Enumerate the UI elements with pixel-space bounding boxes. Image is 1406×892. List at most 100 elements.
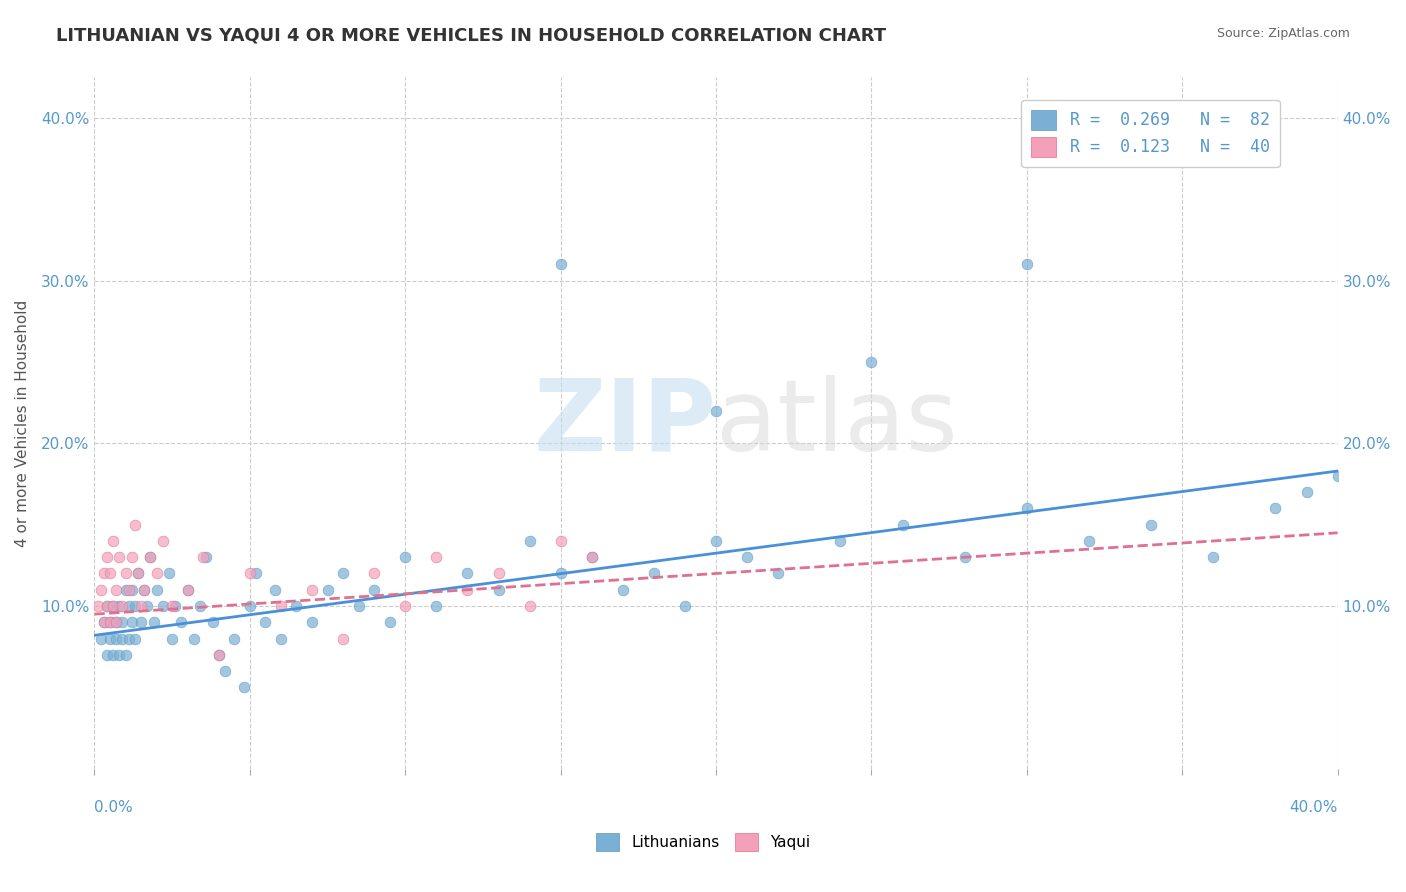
Point [550, 257, 572, 271]
Point [98, 632, 121, 646]
Point [239, 599, 262, 613]
Point [160, 632, 183, 646]
Point [86, 599, 108, 613]
Point [488, 566, 510, 581]
Point [177, 582, 200, 597]
Point [201, 615, 224, 630]
Point [105, 582, 128, 597]
Point [139, 550, 162, 565]
Point [239, 566, 262, 581]
Point [127, 566, 149, 581]
Point [108, 599, 131, 613]
Point [152, 533, 174, 548]
Point [488, 582, 510, 597]
Point [145, 582, 167, 597]
Point [425, 599, 447, 613]
Point [1078, 533, 1101, 548]
Point [1264, 501, 1286, 516]
Point [105, 615, 128, 630]
Point [830, 533, 852, 548]
Point [93, 615, 115, 630]
Point [581, 550, 603, 565]
Point [188, 599, 211, 613]
Point [139, 550, 162, 565]
Point [378, 615, 401, 630]
Point [96, 599, 118, 613]
Text: ZIP: ZIP [533, 375, 716, 472]
Point [105, 632, 128, 646]
Point [519, 599, 541, 613]
Point [118, 599, 141, 613]
Point [165, 599, 187, 613]
Point [643, 566, 665, 581]
Point [1015, 257, 1038, 271]
Point [90, 632, 112, 646]
Point [673, 599, 696, 613]
Point [183, 632, 205, 646]
Point [121, 582, 143, 597]
Point [456, 566, 478, 581]
Point [96, 599, 118, 613]
Point [121, 615, 143, 630]
Point [136, 599, 159, 613]
Point [118, 582, 141, 597]
Point [891, 517, 914, 532]
Text: atlas: atlas [716, 375, 957, 472]
Point [118, 632, 141, 646]
Point [301, 615, 323, 630]
Point [108, 550, 131, 565]
Point [332, 632, 354, 646]
Point [245, 566, 267, 581]
Point [90, 582, 112, 597]
Point [111, 599, 134, 613]
Point [263, 582, 285, 597]
Point [114, 566, 136, 581]
Text: 0.0%: 0.0% [94, 800, 134, 814]
Point [254, 615, 277, 630]
Point [363, 582, 385, 597]
Point [208, 648, 231, 662]
Point [142, 615, 165, 630]
Point [93, 615, 115, 630]
Point [270, 599, 292, 613]
Point [124, 599, 146, 613]
Point [425, 550, 447, 565]
Point [98, 615, 121, 630]
Point [129, 599, 152, 613]
Point [766, 566, 789, 581]
Point [363, 566, 385, 581]
Point [134, 582, 156, 597]
Point [111, 632, 134, 646]
Point [177, 582, 200, 597]
Point [301, 582, 323, 597]
Legend: Lithuanians, Yaqui: Lithuanians, Yaqui [591, 827, 815, 857]
Point [105, 615, 128, 630]
Point [127, 566, 149, 581]
Text: Source: ZipAtlas.com: Source: ZipAtlas.com [1216, 27, 1350, 40]
Point [157, 566, 180, 581]
Point [704, 533, 727, 548]
Point [1140, 517, 1163, 532]
Point [224, 632, 246, 646]
Point [394, 550, 416, 565]
Point [332, 566, 354, 581]
Text: LITHUANIAN VS YAQUI 4 OR MORE VEHICLES IN HOUSEHOLD CORRELATION CHART: LITHUANIAN VS YAQUI 4 OR MORE VEHICLES I… [56, 27, 886, 45]
Point [101, 533, 124, 548]
Legend: R =  0.269   N =  82, R =  0.123   N =  40: R = 0.269 N = 82, R = 0.123 N = 40 [1021, 100, 1279, 167]
Point [114, 648, 136, 662]
Point [394, 599, 416, 613]
Point [953, 550, 976, 565]
Point [124, 632, 146, 646]
Point [121, 550, 143, 565]
Point [550, 533, 572, 548]
Point [108, 648, 131, 662]
Point [114, 582, 136, 597]
Point [214, 664, 236, 678]
Point [316, 582, 339, 597]
Point [96, 550, 118, 565]
Point [270, 632, 292, 646]
Point [96, 648, 118, 662]
Point [152, 599, 174, 613]
Point [134, 582, 156, 597]
Point [145, 566, 167, 581]
